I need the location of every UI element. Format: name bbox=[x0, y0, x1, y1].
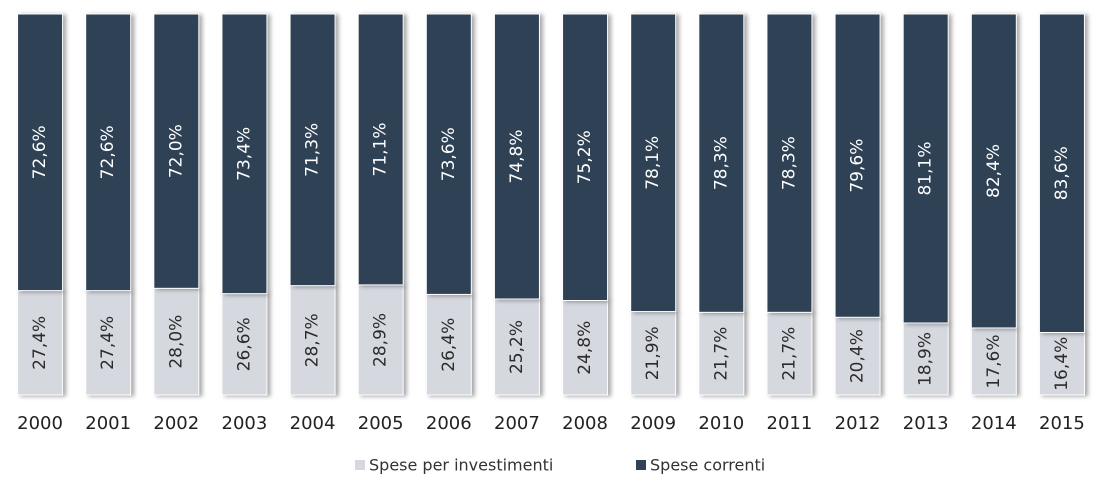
bar bbox=[766, 311, 813, 396]
legend-label: Spese per investimenti bbox=[369, 456, 553, 475]
x-tick-label: 2011 bbox=[767, 413, 813, 434]
bar bbox=[834, 316, 881, 396]
bar bbox=[902, 322, 949, 396]
data-label: 82,4% bbox=[984, 144, 1004, 198]
bar bbox=[17, 13, 64, 292]
x-tick-label: 2014 bbox=[971, 413, 1017, 434]
x-tick-label: 2003 bbox=[222, 413, 268, 434]
bar bbox=[153, 13, 200, 289]
data-label: 72,0% bbox=[166, 124, 186, 178]
bar bbox=[1038, 13, 1085, 334]
data-label: 83,6% bbox=[1052, 146, 1072, 200]
data-label: 73,6% bbox=[439, 127, 459, 181]
data-label: 28,9% bbox=[371, 313, 391, 367]
data-label: 21,9% bbox=[643, 326, 663, 380]
x-tick-label: 2005 bbox=[358, 413, 404, 434]
data-label: 24,8% bbox=[575, 321, 595, 375]
data-label: 79,6% bbox=[848, 139, 868, 193]
bar bbox=[766, 13, 813, 313]
x-tick-label: 2012 bbox=[835, 413, 881, 434]
bar bbox=[289, 285, 336, 396]
bar bbox=[493, 298, 540, 396]
legend-label: Spese correnti bbox=[650, 456, 765, 475]
bar bbox=[221, 293, 268, 396]
bar bbox=[425, 293, 472, 396]
bar bbox=[17, 290, 64, 396]
bar bbox=[902, 13, 949, 324]
x-tick-label: 2013 bbox=[903, 413, 949, 434]
x-tick-label: 2015 bbox=[1039, 413, 1085, 434]
bar bbox=[698, 311, 745, 396]
bar bbox=[289, 13, 336, 287]
bar bbox=[630, 13, 677, 313]
data-label: 20,4% bbox=[848, 329, 868, 383]
data-label: 26,6% bbox=[234, 317, 254, 371]
x-tick-label: 2004 bbox=[290, 413, 336, 434]
data-label: 72,6% bbox=[98, 125, 118, 179]
data-label: 17,6% bbox=[984, 334, 1004, 388]
data-label: 28,7% bbox=[303, 313, 323, 367]
data-label: 27,4% bbox=[98, 316, 118, 370]
data-label: 78,3% bbox=[779, 136, 799, 190]
x-tick-label: 2010 bbox=[698, 413, 744, 434]
bar bbox=[630, 311, 677, 396]
data-label: 73,4% bbox=[234, 127, 254, 181]
x-tick-label: 2007 bbox=[494, 413, 540, 434]
legend-swatch bbox=[636, 460, 646, 470]
data-label: 75,2% bbox=[575, 130, 595, 184]
legend-swatch bbox=[355, 460, 365, 470]
data-label: 28,0% bbox=[166, 315, 186, 369]
bar bbox=[153, 287, 200, 396]
bar bbox=[85, 13, 132, 292]
data-label: 21,7% bbox=[779, 327, 799, 381]
bar bbox=[970, 13, 1017, 329]
bar bbox=[970, 327, 1017, 396]
data-label: 27,4% bbox=[30, 316, 50, 370]
x-tick-label: 2002 bbox=[153, 413, 199, 434]
data-label: 18,9% bbox=[916, 332, 936, 386]
bar bbox=[562, 13, 609, 302]
bar bbox=[425, 13, 472, 295]
bar bbox=[493, 13, 540, 300]
data-label: 16,4% bbox=[1052, 337, 1072, 391]
bar bbox=[698, 13, 745, 313]
data-label: 78,3% bbox=[711, 136, 731, 190]
bar bbox=[221, 13, 268, 295]
bar bbox=[834, 13, 881, 318]
data-label: 78,1% bbox=[643, 136, 663, 190]
bar bbox=[357, 13, 404, 286]
x-tick-label: 2000 bbox=[17, 413, 63, 434]
x-tick-label: 2008 bbox=[562, 413, 608, 434]
x-tick-label: 2006 bbox=[426, 413, 472, 434]
bar bbox=[562, 300, 609, 396]
data-label: 71,3% bbox=[303, 123, 323, 177]
data-label: 81,1% bbox=[916, 141, 936, 195]
x-tick-label: 2009 bbox=[630, 413, 676, 434]
bar bbox=[357, 284, 404, 396]
data-label: 21,7% bbox=[711, 327, 731, 381]
data-label: 25,2% bbox=[507, 320, 527, 374]
data-label: 71,1% bbox=[371, 122, 391, 176]
data-label: 74,8% bbox=[507, 129, 527, 183]
x-tick-label: 2001 bbox=[85, 413, 131, 434]
data-label: 26,4% bbox=[439, 318, 459, 372]
data-label: 72,6% bbox=[30, 125, 50, 179]
